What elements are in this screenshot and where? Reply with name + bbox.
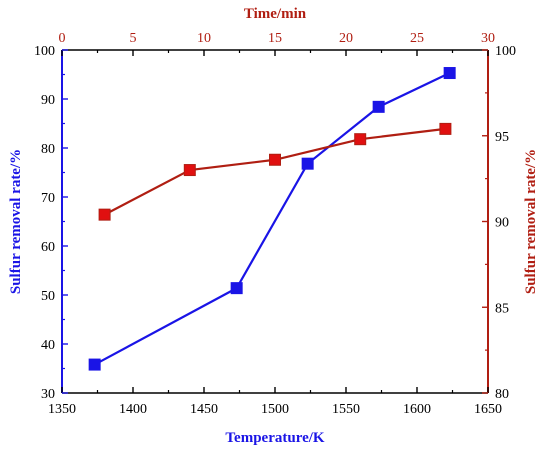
y-right-tick-label: 100 <box>495 44 516 59</box>
series-1-point <box>230 282 243 295</box>
series-1-line <box>94 72 451 366</box>
series-1-point <box>372 100 385 113</box>
x-top-tick-label: 25 <box>410 31 424 46</box>
x-top-tick-label: 20 <box>339 31 353 46</box>
x-bottom-tick-label: 1500 <box>261 402 289 417</box>
x-top-tick-label: 5 <box>130 31 137 46</box>
x-top-tick-label: 10 <box>197 31 211 46</box>
series-2-point <box>98 208 111 221</box>
series-2-point <box>183 164 196 177</box>
x-bottom-tick-label: 1350 <box>48 402 76 417</box>
axis-ticks: 1350 1400 1450 1500 1550 1600 1650 0 5 10 15 20 25 30… <box>34 31 516 417</box>
y-right-tick-label: 95 <box>495 130 509 145</box>
x-axis-bottom-title: Temperature/K <box>225 430 324 446</box>
y-axis-right-title: Sulfur removal rate/% <box>523 149 539 294</box>
series-1-point <box>88 358 101 371</box>
y-left-tick-label: 70 <box>41 191 55 206</box>
series-2-line <box>104 127 446 216</box>
x-axis-top-title: Time/min <box>244 6 307 22</box>
x-bottom-tick-label: 1550 <box>332 402 360 417</box>
y-left-tick-label: 60 <box>41 240 55 255</box>
y-right-tick-label: 85 <box>495 301 509 316</box>
series-1-point <box>301 157 314 170</box>
y-right-tick-label: 80 <box>495 387 509 402</box>
series-2-point <box>354 133 367 146</box>
y-left-tick-label: 80 <box>41 142 55 157</box>
x-bottom-tick-label: 1450 <box>190 402 218 417</box>
series-1-point <box>443 67 456 80</box>
x-bottom-tick-label: 1650 <box>474 402 502 417</box>
series-2-point <box>439 122 452 135</box>
y-left-tick-label: 50 <box>41 289 55 304</box>
y-right-tick-label: 90 <box>495 216 509 231</box>
y-left-tick-label: 100 <box>34 44 55 59</box>
x-top-tick-label: 15 <box>268 31 282 46</box>
y-left-tick-label: 40 <box>41 338 55 353</box>
series-2-point <box>269 153 281 166</box>
y-left-tick-label: 90 <box>41 93 55 108</box>
x-bottom-tick-label: 1400 <box>119 402 147 417</box>
y-axis-left-title: Sulfur removal rate/% <box>8 149 24 294</box>
data-series <box>88 67 456 371</box>
x-bottom-tick-label: 1600 <box>403 402 431 417</box>
x-top-tick-label: 30 <box>481 31 495 46</box>
x-top-tick-label: 0 <box>59 31 66 46</box>
y-left-tick-label: 30 <box>41 387 55 402</box>
